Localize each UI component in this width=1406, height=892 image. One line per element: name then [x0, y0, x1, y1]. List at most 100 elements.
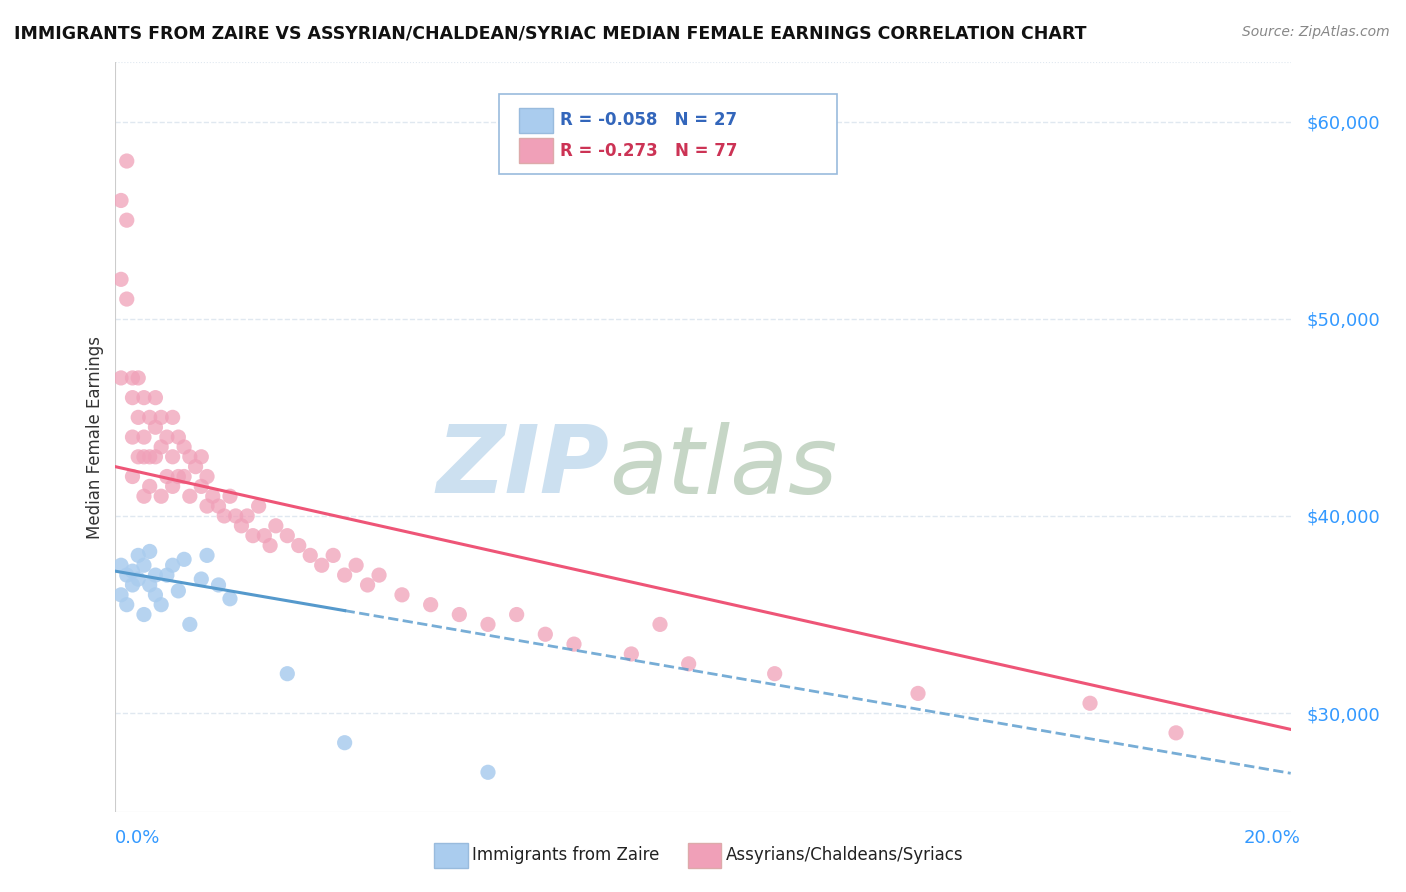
Point — [344, 558, 367, 573]
Point — [231, 518, 253, 533]
Point — [138, 450, 160, 464]
Point — [207, 499, 229, 513]
Point — [322, 549, 344, 563]
Point — [311, 558, 333, 573]
Point — [156, 568, 179, 582]
Point — [333, 568, 356, 582]
Point — [150, 410, 173, 425]
Text: 20.0%: 20.0% — [1244, 830, 1301, 847]
Point — [419, 598, 441, 612]
Point — [145, 391, 167, 405]
Point — [132, 489, 155, 503]
Point — [167, 430, 190, 444]
Point — [534, 627, 557, 641]
Point — [132, 450, 155, 464]
Point — [907, 686, 929, 700]
Point — [110, 588, 132, 602]
Point — [121, 430, 143, 444]
Point — [219, 489, 242, 503]
Point — [150, 598, 173, 612]
Point — [110, 194, 132, 208]
Point — [356, 578, 378, 592]
Point — [127, 371, 149, 385]
Point — [276, 529, 298, 543]
Point — [115, 213, 138, 227]
Point — [145, 420, 167, 434]
Point — [121, 578, 143, 592]
Point — [247, 499, 270, 513]
Point — [138, 410, 160, 425]
Point — [162, 558, 184, 573]
Point — [562, 637, 585, 651]
Point — [150, 489, 173, 503]
Point — [207, 578, 229, 592]
Point — [145, 568, 167, 582]
Point — [477, 765, 499, 780]
Point — [368, 568, 391, 582]
Point — [167, 469, 190, 483]
Point — [138, 544, 160, 558]
Point — [150, 440, 173, 454]
Point — [276, 666, 298, 681]
Point — [162, 450, 184, 464]
Point — [190, 572, 212, 586]
Point — [179, 489, 201, 503]
Point — [115, 598, 138, 612]
Point — [236, 508, 259, 523]
Text: R = -0.058   N = 27: R = -0.058 N = 27 — [560, 112, 737, 129]
Point — [115, 292, 138, 306]
Text: 0.0%: 0.0% — [115, 830, 160, 847]
Point — [1078, 696, 1101, 710]
Point — [190, 479, 212, 493]
Point — [505, 607, 527, 622]
Point — [127, 572, 149, 586]
Point — [195, 469, 218, 483]
Text: IMMIGRANTS FROM ZAIRE VS ASSYRIAN/CHALDEAN/SYRIAC MEDIAN FEMALE EARNINGS CORRELA: IMMIGRANTS FROM ZAIRE VS ASSYRIAN/CHALDE… — [14, 25, 1087, 43]
Point — [121, 391, 143, 405]
Point — [391, 588, 413, 602]
Point — [132, 391, 155, 405]
Point — [156, 430, 179, 444]
Point — [648, 617, 671, 632]
Point — [173, 552, 195, 566]
Point — [110, 558, 132, 573]
Point — [110, 371, 132, 385]
Point — [259, 539, 281, 553]
Point — [138, 479, 160, 493]
Point — [195, 499, 218, 513]
Point — [132, 607, 155, 622]
Text: R = -0.273   N = 77: R = -0.273 N = 77 — [560, 142, 737, 160]
Point — [121, 371, 143, 385]
Point — [145, 450, 167, 464]
Point — [115, 568, 138, 582]
Point — [145, 588, 167, 602]
Point — [201, 489, 224, 503]
Point — [678, 657, 700, 671]
Point — [156, 469, 179, 483]
Point — [620, 647, 643, 661]
Point — [179, 450, 201, 464]
Point — [253, 529, 276, 543]
Point — [190, 450, 212, 464]
Point — [212, 508, 235, 523]
Point — [333, 736, 356, 750]
Point — [242, 529, 264, 543]
Point — [121, 469, 143, 483]
Point — [173, 469, 195, 483]
Point — [219, 591, 242, 606]
Text: Assyrians/Chaldeans/Syriacs: Assyrians/Chaldeans/Syriacs — [725, 847, 963, 864]
Text: atlas: atlas — [609, 422, 837, 513]
Point — [115, 154, 138, 169]
Point — [179, 617, 201, 632]
Point — [162, 479, 184, 493]
Point — [132, 430, 155, 444]
Point — [173, 440, 195, 454]
Point — [449, 607, 471, 622]
Text: Immigrants from Zaire: Immigrants from Zaire — [472, 847, 659, 864]
Point — [1164, 726, 1187, 740]
Point — [184, 459, 207, 474]
Point — [110, 272, 132, 286]
Text: Source: ZipAtlas.com: Source: ZipAtlas.com — [1241, 25, 1389, 39]
Point — [127, 549, 149, 563]
Y-axis label: Median Female Earnings: Median Female Earnings — [86, 335, 104, 539]
